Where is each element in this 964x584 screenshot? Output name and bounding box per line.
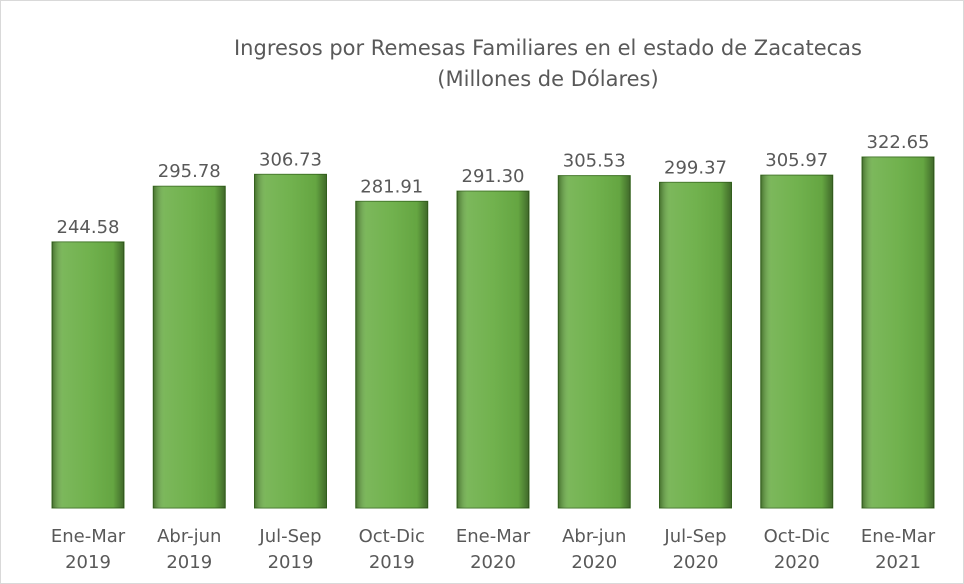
x-tick-label: Ene-Mar 2019 — [51, 526, 126, 573]
x-tick-label: Abr-jun 2020 — [562, 526, 626, 573]
x-tick-label: Oct-Dic 2019 — [359, 526, 425, 573]
bar-shade — [254, 174, 327, 508]
value-label: 306.73 — [259, 149, 322, 170]
chart-subtitle: (Millones de Dólares) — [437, 67, 658, 91]
value-label: 295.78 — [158, 161, 221, 182]
value-label: 299.37 — [664, 157, 727, 178]
chart-title: Ingresos por Remesas Familiares en el es… — [234, 36, 862, 60]
bar-shade — [153, 186, 226, 508]
value-label: 281.91 — [360, 176, 423, 197]
value-label: 291.30 — [462, 166, 525, 187]
bar-shade — [355, 201, 428, 508]
bar-shade — [558, 175, 631, 508]
value-label: 322.65 — [867, 132, 930, 153]
value-label: 305.97 — [765, 150, 828, 171]
bar-shade — [52, 241, 124, 509]
bar-shade — [862, 157, 934, 508]
x-tick-label: Oct-Dic 2020 — [764, 526, 830, 573]
value-label: 305.53 — [563, 151, 626, 172]
value-label: 244.58 — [57, 217, 120, 238]
x-tick-label: Jul-Sep 2020 — [663, 526, 726, 573]
bar-shade — [457, 191, 529, 508]
x-tick-label: Abr-jun 2019 — [157, 526, 221, 573]
bar-shade — [659, 182, 732, 509]
x-tick-label: Ene-Mar 2020 — [456, 526, 531, 573]
x-tick-label: Ene-Mar 2021 — [861, 526, 936, 573]
bar-shade — [760, 175, 833, 508]
x-tick-label: Jul-Sep 2019 — [258, 526, 321, 573]
